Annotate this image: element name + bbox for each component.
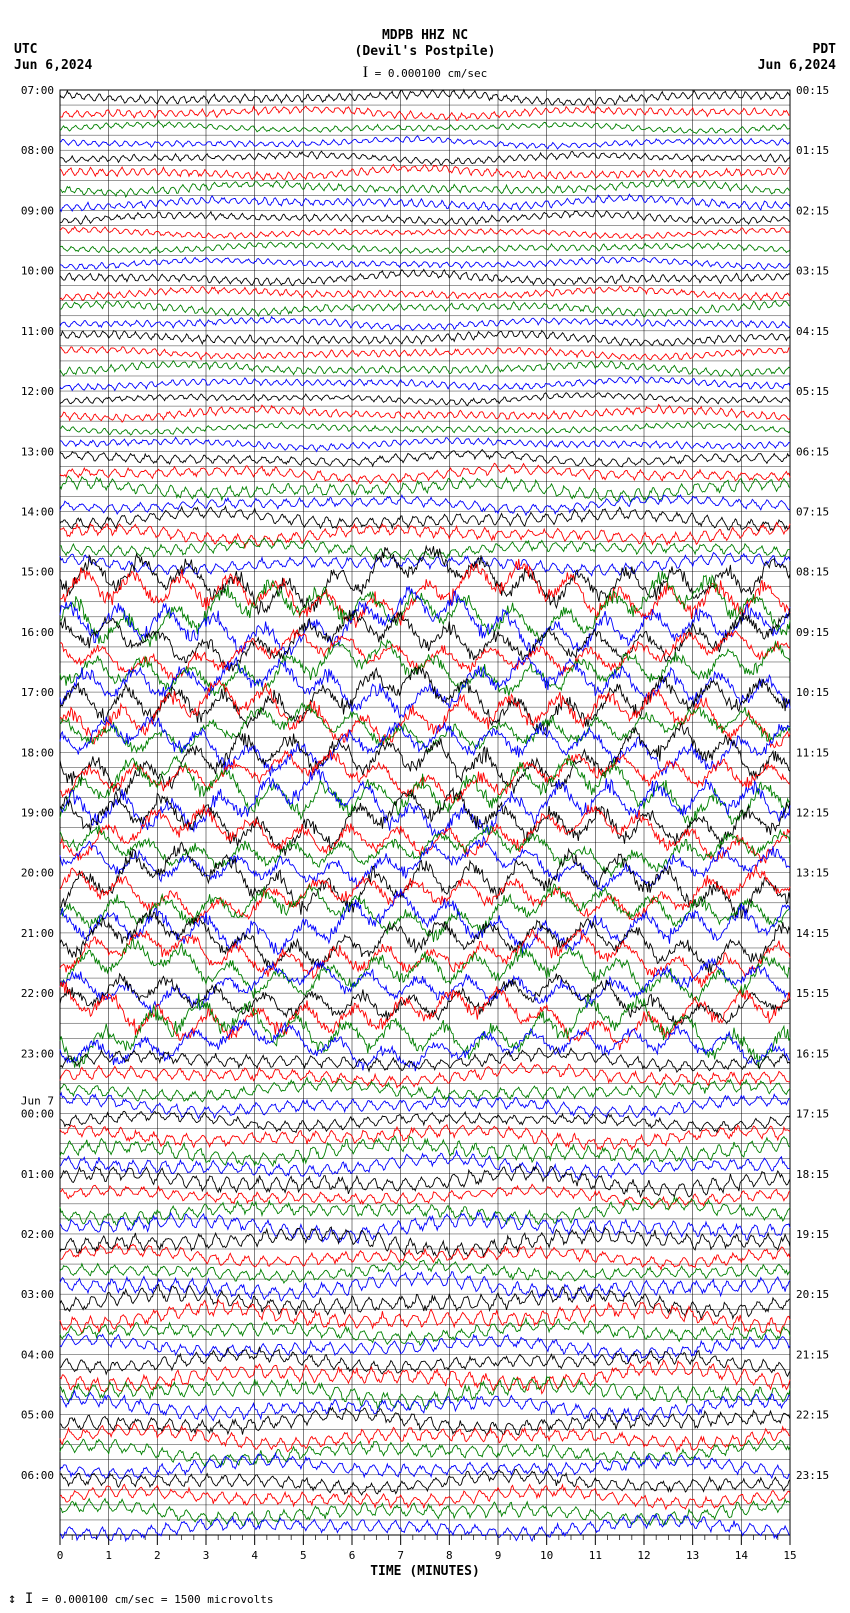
svg-text:16:15: 16:15 (796, 1047, 829, 1060)
svg-text:00:00: 00:00 (21, 1108, 54, 1121)
svg-text:14:00: 14:00 (21, 505, 54, 518)
svg-text:9: 9 (495, 1549, 502, 1562)
svg-text:08:00: 08:00 (21, 144, 54, 157)
svg-text:18:15: 18:15 (796, 1168, 829, 1181)
footer-scale: ↕ I = 0.000100 cm/sec = 1500 microvolts (8, 1591, 274, 1607)
svg-text:20:00: 20:00 (21, 867, 54, 880)
svg-text:4: 4 (251, 1549, 258, 1562)
svg-text:07:00: 07:00 (21, 84, 54, 97)
svg-text:04:15: 04:15 (796, 325, 829, 338)
svg-text:13:15: 13:15 (796, 867, 829, 880)
svg-text:7: 7 (397, 1549, 404, 1562)
svg-text:3: 3 (203, 1549, 210, 1562)
svg-text:18:00: 18:00 (21, 746, 54, 759)
svg-text:03:15: 03:15 (796, 265, 829, 278)
seismogram-container: MDPB HHZ NC (Devil's Postpile) I = 0.000… (0, 0, 850, 1613)
svg-text:08:15: 08:15 (796, 566, 829, 579)
svg-text:11: 11 (589, 1549, 602, 1562)
seismogram-svg: 07:00 08:00 09:00 10:00 11:00 12:00 13:00 14:00… (0, 0, 850, 1613)
svg-text:20:15: 20:15 (796, 1288, 829, 1301)
svg-text:10:00: 10:00 (21, 265, 54, 278)
svg-text:19:15: 19:15 (796, 1228, 829, 1241)
svg-text:03:00: 03:00 (21, 1288, 54, 1301)
svg-text:14:15: 14:15 (796, 927, 829, 940)
svg-text:1: 1 (105, 1549, 112, 1562)
svg-text:17:15: 17:15 (796, 1108, 829, 1121)
svg-text:13:00: 13:00 (21, 445, 54, 458)
svg-text:23:15: 23:15 (796, 1469, 829, 1482)
svg-text:0: 0 (57, 1549, 64, 1562)
svg-text:8: 8 (446, 1549, 453, 1562)
svg-text:TIME (MINUTES): TIME (MINUTES) (370, 1564, 480, 1579)
svg-text:14: 14 (735, 1549, 749, 1562)
svg-text:02:15: 02:15 (796, 204, 829, 217)
svg-text:23:00: 23:00 (21, 1047, 54, 1060)
svg-text:04:00: 04:00 (21, 1348, 54, 1361)
svg-text:5: 5 (300, 1549, 307, 1562)
svg-text:12: 12 (637, 1549, 650, 1562)
svg-text:6: 6 (349, 1549, 356, 1562)
svg-text:21:00: 21:00 (21, 927, 54, 940)
svg-text:15:00: 15:00 (21, 566, 54, 579)
svg-text:09:15: 09:15 (796, 626, 829, 639)
svg-text:09:00: 09:00 (21, 204, 54, 217)
svg-text:01:15: 01:15 (796, 144, 829, 157)
svg-text:05:00: 05:00 (21, 1409, 54, 1422)
svg-text:22:00: 22:00 (21, 987, 54, 1000)
svg-text:16:00: 16:00 (21, 626, 54, 639)
svg-text:06:00: 06:00 (21, 1469, 54, 1482)
svg-text:2: 2 (154, 1549, 161, 1562)
svg-text:15: 15 (783, 1549, 796, 1562)
svg-text:11:15: 11:15 (796, 746, 829, 759)
svg-text:10:15: 10:15 (796, 686, 829, 699)
svg-text:11:00: 11:00 (21, 325, 54, 338)
svg-text:07:15: 07:15 (796, 505, 829, 518)
svg-text:00:15: 00:15 (796, 84, 829, 97)
svg-text:15:15: 15:15 (796, 987, 829, 1000)
svg-text:22:15: 22:15 (796, 1409, 829, 1422)
svg-text:10: 10 (540, 1549, 553, 1562)
svg-text:05:15: 05:15 (796, 385, 829, 398)
svg-text:21:15: 21:15 (796, 1348, 829, 1361)
svg-text:19:00: 19:00 (21, 807, 54, 820)
svg-text:02:00: 02:00 (21, 1228, 54, 1241)
svg-text:12:15: 12:15 (796, 807, 829, 820)
svg-text:13: 13 (686, 1549, 699, 1562)
svg-text:12:00: 12:00 (21, 385, 54, 398)
svg-text:Jun 7: Jun 7 (21, 1095, 54, 1108)
svg-text:01:00: 01:00 (21, 1168, 54, 1181)
svg-text:17:00: 17:00 (21, 686, 54, 699)
svg-text:06:15: 06:15 (796, 445, 829, 458)
